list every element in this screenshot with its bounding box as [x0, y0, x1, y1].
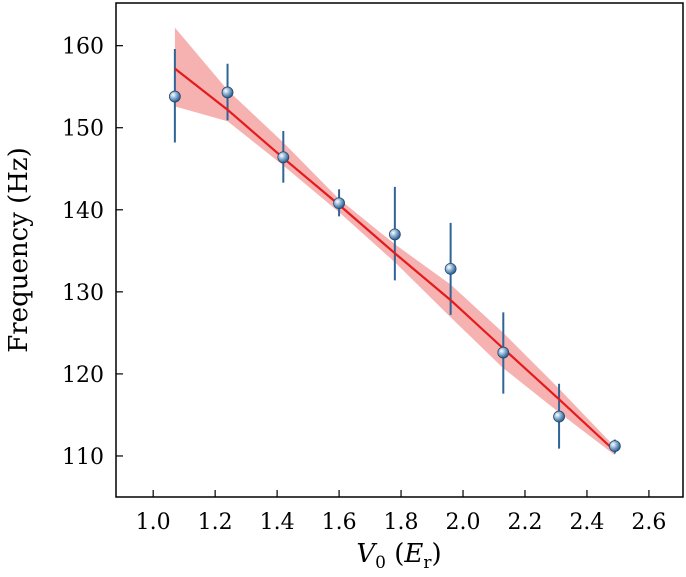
y-tick-label: 120 [62, 363, 104, 388]
data-point [608, 440, 621, 453]
x-tick-label: 1.0 [136, 510, 171, 535]
x-tick-label: 1.2 [198, 510, 233, 535]
data-point [553, 410, 565, 423]
data-point [444, 262, 457, 275]
data-point [221, 86, 234, 99]
plot-frame [115, 2, 684, 498]
y-axis-label: Frequency (Hz) [4, 147, 34, 353]
x-axis-ticks: 1.0 1.2 1.4 1.6 1.8 2.0 2.2 2.4 2.6 [136, 490, 666, 535]
x-tick-label: 2.4 [569, 510, 604, 535]
data-point [277, 151, 290, 164]
x-tick-label: 1.8 [384, 510, 419, 535]
x-axis-label: V0 (Er) [356, 539, 441, 573]
x-tick-label: 2.6 [631, 510, 666, 535]
y-tick-label: 140 [62, 199, 104, 224]
data-point [497, 346, 510, 359]
data-point [333, 197, 345, 210]
y-tick-label: 110 [62, 445, 104, 470]
fit-line-layer [174, 67, 616, 452]
data-point [388, 228, 401, 241]
data-point [168, 90, 181, 103]
x-tick-label: 1.4 [260, 510, 295, 535]
y-tick-label: 150 [62, 117, 104, 142]
x-tick-label: 1.6 [322, 510, 357, 535]
y-axis-ticks: 110 120 130 140 150 160 [62, 35, 123, 470]
y-tick-label: 160 [62, 35, 104, 60]
y-tick-label: 130 [62, 281, 104, 306]
point-layer [168, 86, 621, 453]
x-tick-label: 2.0 [446, 510, 481, 535]
fit-line [174, 67, 616, 452]
x-tick-label: 2.2 [507, 510, 542, 535]
